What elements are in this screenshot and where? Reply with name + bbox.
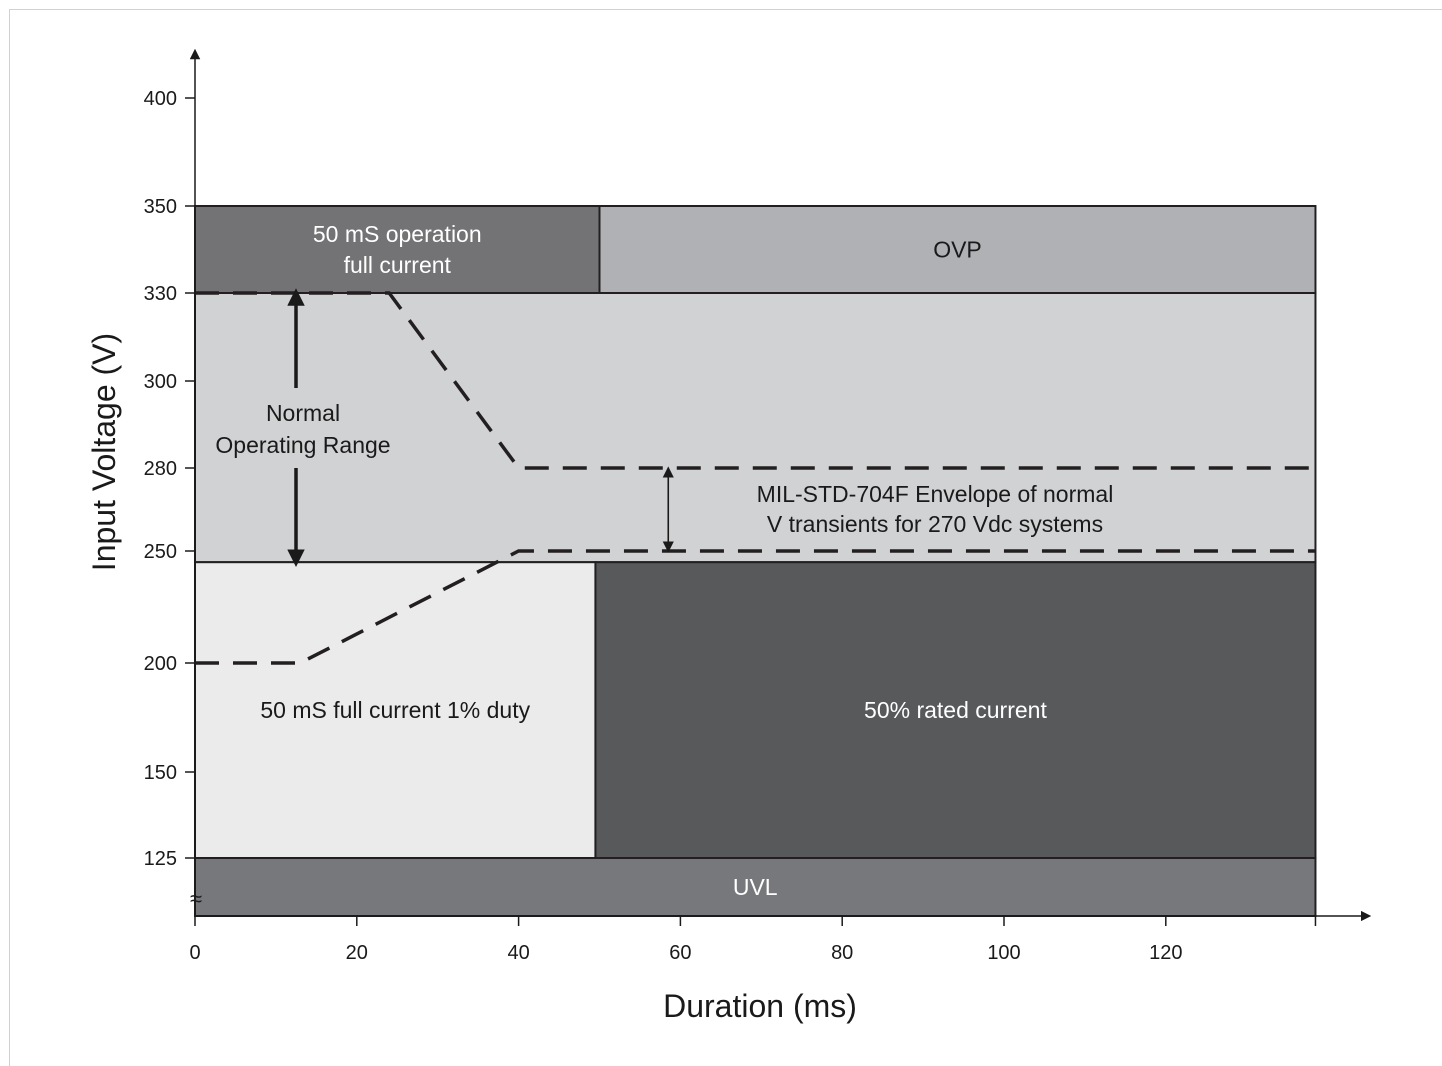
x-tick-label: 80 <box>831 942 853 964</box>
x-tick-label: 40 <box>507 942 529 964</box>
envelope-label: V transients for 270 Vdc systems <box>767 511 1103 537</box>
envelope-label: MIL-STD-704F Envelope of normal <box>757 481 1114 507</box>
ovp-region <box>598 205 1317 294</box>
figure-frame <box>9 9 1442 1066</box>
full-current-50ms-region-label: 50 mS operation <box>313 221 482 247</box>
uvl-region-label: UVL <box>733 874 778 900</box>
low-duty-region-label: 50 mS full current 1% duty <box>260 697 530 723</box>
uvl-region <box>194 857 1317 917</box>
x-tick-label: 60 <box>669 942 691 964</box>
y-tick-label: 330 <box>144 283 177 305</box>
x-tick-label: 120 <box>1149 942 1182 964</box>
axis-break-symbol: ≈ <box>190 886 202 911</box>
ovp-region-label: OVP <box>933 237 982 263</box>
y-tick-label: 300 <box>144 371 177 393</box>
normal-operating-region <box>194 292 1317 564</box>
half-current-region <box>594 561 1317 859</box>
y-tick-label: 400 <box>144 88 177 110</box>
full-current-50ms-region-label: full current <box>344 252 452 278</box>
normal-range-label: Operating Range <box>215 432 390 458</box>
y-tick-label: 280 <box>144 458 177 480</box>
x-tick-label: 0 <box>189 942 200 964</box>
low-duty-region <box>194 561 597 859</box>
y-tick-label: 200 <box>144 653 177 675</box>
x-tick-label: 20 <box>346 942 368 964</box>
full-current-50ms-region <box>194 205 601 294</box>
y-axis-label: Input Voltage (V) <box>86 333 122 571</box>
y-tick-label: 150 <box>144 762 177 784</box>
x-tick-label: 100 <box>987 942 1020 964</box>
y-tick-label: 125 <box>144 848 177 870</box>
lower-envelope-line <box>195 549 1316 665</box>
y-tick-label: 250 <box>144 541 177 563</box>
half-current-region-label: 50% rated current <box>864 697 1047 723</box>
normal-range-label: Normal <box>266 400 340 426</box>
x-axis-label: Duration (ms) <box>663 988 857 1024</box>
y-tick-label: 350 <box>144 196 177 218</box>
